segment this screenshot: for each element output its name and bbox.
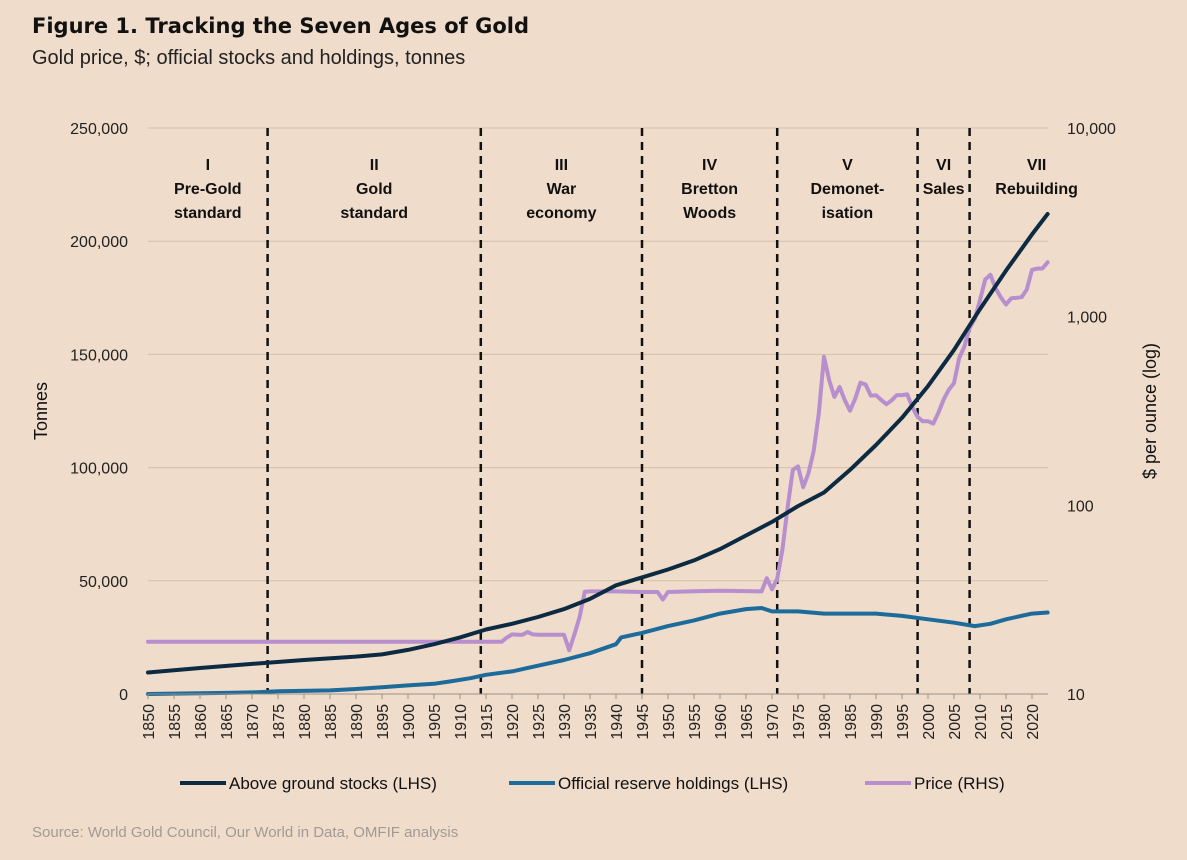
y2-tick-label: 10,000 (1067, 121, 1116, 138)
y-tick-label: 200,000 (70, 234, 128, 251)
era-label: Bretton (681, 181, 738, 198)
x-tick-label: 1890 (349, 704, 366, 740)
legend-label-stocks: Above ground stocks (LHS) (229, 774, 437, 793)
line-above-ground-stocks (146, 212, 1050, 675)
x-tick-label: 1865 (219, 704, 236, 740)
x-tick-label: 1955 (687, 704, 704, 740)
x-tick-label: 1940 (609, 704, 626, 740)
x-tick-label: 1975 (791, 704, 808, 740)
y2-axis-title: $ per ounce (log) (1140, 343, 1160, 479)
era-label: Pre-Gold (174, 181, 242, 198)
era-label: VII (1027, 157, 1047, 174)
era-label: standard (340, 205, 408, 222)
y-tick-label: 250,000 (70, 121, 128, 138)
x-tick-label: 1920 (505, 704, 522, 740)
chart-title: Figure 1. Tracking the Seven Ages of Gol… (32, 14, 529, 38)
era-label: Rebuilding (995, 181, 1078, 198)
line-official-reserves (146, 606, 1050, 696)
x-tick-label: 2020 (1025, 704, 1042, 740)
x-tick-label: 1910 (453, 704, 470, 740)
x-tick-label: 1850 (141, 704, 158, 740)
x-tick-label: 2010 (973, 704, 990, 740)
y2-tick-label: 1,000 (1067, 310, 1107, 327)
era-label: I (206, 157, 210, 174)
gridlines (148, 127, 1048, 582)
x-tick-label: 1995 (895, 704, 912, 740)
legend-label-price: Price (RHS) (914, 774, 1005, 793)
x-tick-label: 1950 (661, 704, 678, 740)
era-label: Gold (356, 181, 392, 198)
x-tick-label: 1945 (635, 704, 652, 740)
era-label: standard (174, 205, 242, 222)
x-tick-label: 1985 (843, 704, 860, 740)
era-label: economy (526, 205, 596, 222)
y-tick-label: 100,000 (70, 461, 128, 478)
axes: 0 50,000 100,000 150,000 200,000 250,000 10 100… (70, 121, 1116, 740)
era-label: II (370, 157, 379, 174)
era-label: Sales (923, 181, 965, 198)
x-tick-label: 1970 (765, 704, 782, 740)
x-tick-label: 1885 (323, 704, 340, 740)
source-note: Source: World Gold Council, Our World in… (32, 824, 459, 841)
y-tick-label: 50,000 (79, 574, 128, 591)
x-tick-label: 1855 (167, 704, 184, 740)
era-label: Woods (683, 205, 736, 222)
x-tick-label: 1905 (427, 704, 444, 740)
x-tick-label: 1895 (375, 704, 392, 740)
era-labels: I Pre-Gold standard II Gold standard III War eco… (174, 157, 1078, 222)
x-tick-label: 1870 (245, 704, 262, 740)
x-tick-label: 1960 (713, 704, 730, 740)
x-tick-label: 1915 (479, 704, 496, 740)
era-label: V (842, 157, 853, 174)
x-tick-label: 1900 (401, 704, 418, 740)
y-axis-title: Tonnes (31, 382, 51, 440)
y-tick-label: 0 (119, 687, 128, 704)
x-tick-label: 1965 (739, 704, 756, 740)
era-label: War (547, 181, 577, 198)
x-tick-label: 2015 (999, 704, 1016, 740)
x-tick-label: 1860 (193, 704, 210, 740)
era-label: isation (822, 205, 874, 222)
x-tick-label: 1880 (297, 704, 314, 740)
x-tick-label: 1930 (557, 704, 574, 740)
series-lines (146, 212, 1050, 696)
x-tick-label: 1875 (271, 704, 288, 740)
x-tick-label: 2000 (921, 704, 938, 740)
chart-subtitle: Gold price, $; official stocks and holdi… (32, 47, 466, 69)
era-label: VI (936, 157, 951, 174)
x-tick-label: 1925 (531, 704, 548, 740)
era-label: III (555, 157, 568, 174)
legend-label-reserves: Official reserve holdings (LHS) (558, 774, 788, 793)
x-tick-label: 1935 (583, 704, 600, 740)
y-tick-label: 150,000 (70, 347, 128, 364)
legend: Above ground stocks (LHS) Official reser… (180, 774, 1005, 793)
era-dividers (266, 128, 971, 694)
x-tick-label: 1980 (817, 704, 834, 740)
era-label: IV (702, 157, 717, 174)
era-label: Demonet- (811, 181, 885, 198)
line-price (146, 260, 1050, 653)
y2-tick-label: 10 (1067, 687, 1085, 704)
x-tick-label: 1990 (869, 704, 886, 740)
y2-tick-label: 100 (1067, 498, 1094, 515)
x-tick-label: 2005 (947, 704, 964, 740)
